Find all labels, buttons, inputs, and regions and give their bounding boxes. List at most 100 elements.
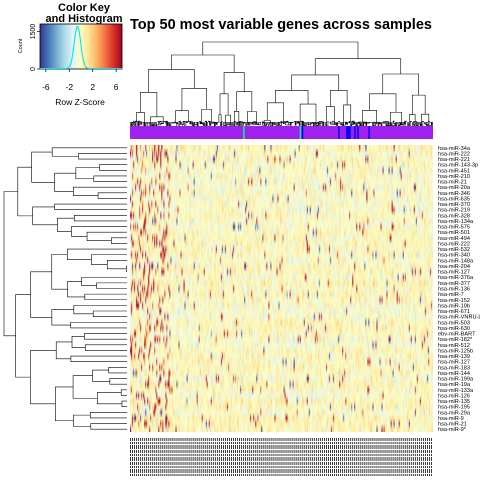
row-dendrogram-link (54, 203, 127, 211)
row-dendrogram-link (71, 226, 127, 237)
row-label: hsa-miR-126 (438, 393, 470, 399)
column-dendrogram-link (140, 92, 158, 117)
row-dendrogram-link (54, 172, 76, 192)
color-key-ylabel: Count (18, 38, 24, 53)
heatmap-cells (130, 145, 433, 432)
column-labels (130, 436, 433, 479)
row-labels: hsa-miR-34ahsa-miR-222hsa-miR-221hsa-miR… (438, 146, 480, 433)
key-x-tick-label: 2 (90, 82, 95, 92)
row-label: hsa-miR-125b (438, 348, 473, 354)
column-dendrogram-link (417, 122, 419, 126)
row-dendrogram-link (93, 175, 127, 182)
row-label: hsa-miR-134a (438, 219, 474, 225)
column-dendrogram-link (276, 122, 279, 127)
row-dendrogram-link (31, 151, 55, 183)
row-dendrogram-link (30, 271, 52, 318)
row-label: hsa-miR-133a (438, 388, 474, 394)
row-dendrogram-link (121, 400, 127, 407)
column-dendrogram-link (249, 122, 251, 124)
column-dendrogram-link (360, 122, 363, 127)
row-label: hsa-miR-575 (438, 225, 470, 231)
row-label: hsa-miR-135 (438, 399, 470, 405)
row-label: hsa-miR-512 (438, 343, 470, 349)
column-dendrogram-link (236, 91, 253, 112)
column-label-area (130, 436, 433, 479)
column-dendrogram-link (369, 93, 397, 113)
column-dendrogram-link (148, 69, 195, 93)
key-y-tick-label: 0 (30, 67, 37, 71)
row-label: hsa-miR-183 (438, 365, 470, 371)
row-label: hsa-miR-VNRU-LTI (438, 315, 480, 321)
column-dendrogram-link (291, 74, 340, 91)
column-dendrogram-link (148, 122, 150, 124)
row-label: hsa-miR-328 (438, 213, 470, 219)
row-dendrogram-link (75, 167, 100, 180)
row-dendrogram-link (91, 254, 127, 265)
sidebar-mark (349, 126, 351, 139)
sidebar-mark (357, 126, 359, 139)
row-label: hsa-miR-136 (438, 287, 470, 293)
row-dendrogram-link (84, 333, 127, 340)
sidebar-mark (354, 126, 356, 139)
sidebar-mark (346, 126, 348, 139)
row-dendrogram-link (72, 375, 98, 399)
row-dendrogram-link (120, 389, 127, 396)
row-label: hsa-miR-635 (438, 196, 470, 202)
row-label: hsa-miR-148a (438, 258, 474, 264)
row-dendrogram-link (3, 191, 18, 337)
sidebar-mark (348, 126, 350, 139)
row-label: hsa-miR-204 (438, 264, 470, 270)
column-dendrogram-link (326, 121, 329, 127)
row-label: hsa-miR-34a (438, 146, 471, 152)
row-dendrogram-link (70, 355, 127, 362)
row-dendrogram-link (74, 215, 127, 222)
row-label: hsa-miR-451 (438, 168, 470, 174)
row-label: hsa-miR-370 (438, 202, 470, 208)
color-key-x-axis: -6 -2 2 6 (42, 69, 119, 92)
column-dendrogram-link (142, 122, 144, 123)
row-dendrogram-link (109, 378, 127, 385)
row-label: hsa-miR-199a (438, 377, 474, 383)
row-label: hsa-miR-195 (438, 405, 470, 411)
color-key: Color Key and Histogram 0 1500 -6 -2 2 6 Row… (18, 2, 123, 107)
row-dendrogram-link (96, 282, 127, 289)
row-label: hsa-miR-127 (438, 270, 470, 276)
row-dendrogram-link (97, 192, 127, 199)
column-dendrogram-link (299, 103, 317, 124)
column-dendrogram-link (424, 122, 426, 124)
color-key-y-axis: 0 1500 (30, 24, 40, 71)
column-dendrogram-link (202, 41, 359, 59)
key-x-tick-label: 6 (114, 82, 119, 92)
column-dendrogram-link (411, 94, 426, 115)
row-label: hsa-miR-127 (438, 360, 470, 366)
row-label: hsa-miR-152 (438, 298, 470, 304)
row-dendrogram-link (51, 254, 68, 290)
row-dendrogram-link (92, 369, 110, 382)
row-dendrogram-link (67, 248, 127, 260)
row-label: hsa-miR-21 (438, 422, 467, 428)
row-dendrogram-link (92, 310, 127, 317)
row-label: hsa-miR-9* (438, 427, 467, 433)
row-dendrogram-link (32, 206, 58, 226)
row-label: hsa-miR-20a (438, 185, 471, 191)
row-dendrogram-link (67, 281, 85, 298)
sidebar-base (130, 126, 433, 139)
column-dendrogram-link (219, 93, 229, 116)
column-dendrogram-link (426, 122, 428, 124)
row-dendrogram-link (17, 166, 33, 217)
row-label: hsa-miR-503 (438, 320, 470, 326)
row-label: hsa-miR-630 (438, 326, 470, 332)
column-dendrogram-link (330, 90, 348, 107)
row-dendrogram-link (78, 153, 127, 160)
column-sidebar (130, 126, 433, 139)
row-label: hsa-miR-532 (438, 247, 470, 253)
column-dendrogram-link (138, 122, 140, 126)
column-dendrogram-link (175, 110, 189, 123)
column-dendrogram-link (218, 114, 222, 127)
row-dendrogram-link (89, 412, 127, 419)
row-dendrogram-link (86, 231, 127, 241)
row-label: hsa-miR-222 (438, 241, 470, 247)
sidebar-mark (347, 126, 349, 139)
row-dendrogram-link (110, 237, 127, 244)
row-label: hsa-miR-139 (438, 354, 470, 360)
